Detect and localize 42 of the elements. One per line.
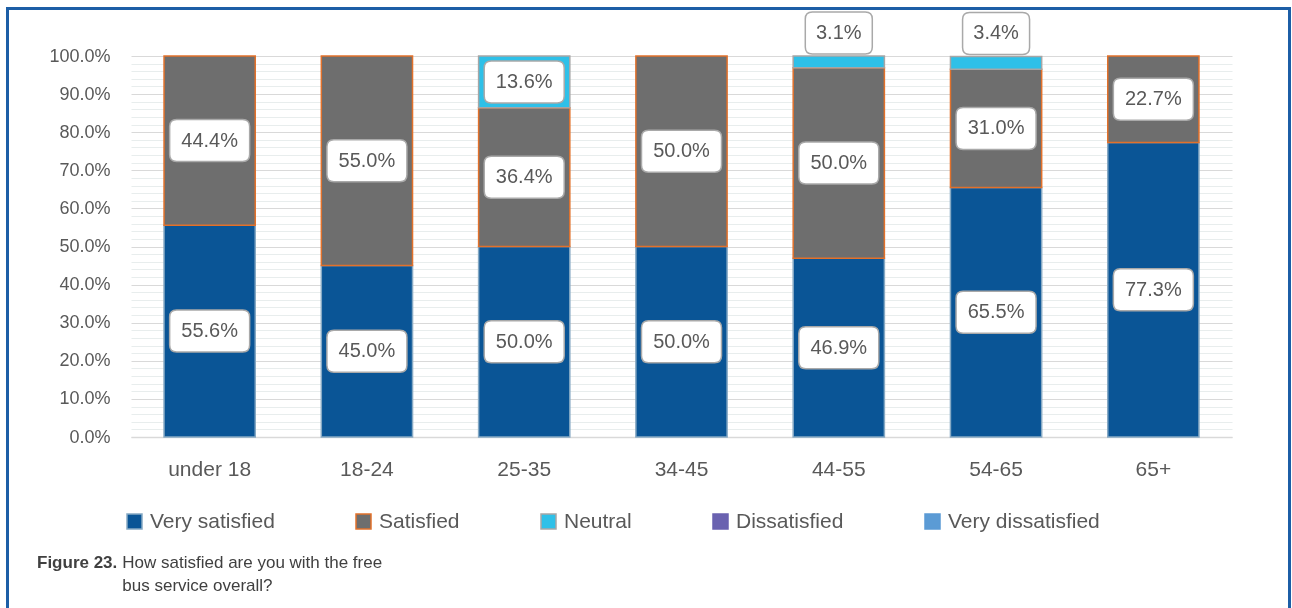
- data-label: 22.7%: [1125, 87, 1182, 110]
- data-label: 31.0%: [967, 116, 1025, 139]
- data-label: 46.9%: [810, 335, 868, 358]
- x-tick-label: 44-55: [811, 456, 866, 480]
- data-label: 50.0%: [653, 139, 711, 162]
- text: How satisfied are you with the free bus service overall?: [122, 552, 384, 597]
- data-label: 55.6%: [181, 319, 239, 342]
- legend-label: Satisfied: [379, 508, 460, 532]
- legend-label: Neutral: [564, 508, 632, 532]
- data-label: 13.6%: [495, 69, 553, 92]
- data-label: 50.0%: [495, 329, 553, 352]
- data-label: 50.0%: [810, 151, 868, 174]
- y-tick-label: 10.0%: [59, 388, 111, 409]
- data-label: 44.4%: [181, 128, 239, 151]
- y-tick-label: 0.0%: [69, 426, 111, 447]
- data-label: 65.5%: [967, 300, 1025, 323]
- data-label: 45.0%: [338, 339, 396, 362]
- caption: Figure 23.: [37, 552, 118, 574]
- y-tick-label: 80.0%: [59, 121, 111, 142]
- y-tick-label: 40.0%: [59, 274, 111, 295]
- y-tick-label: 60.0%: [59, 197, 111, 218]
- legend-label: Very satisfied: [150, 508, 275, 532]
- x-tick-label: under 18: [168, 456, 252, 480]
- x-tick-label: 34-45: [654, 456, 709, 480]
- x-tick-label: 25-35: [497, 456, 552, 480]
- data-label: 36.4%: [495, 165, 553, 188]
- legend-label: Dissatisfied: [736, 508, 844, 532]
- data-label: 50.0%: [653, 329, 711, 352]
- y-tick-label: 20.0%: [59, 350, 111, 371]
- x-tick-label: 54-65: [969, 456, 1023, 480]
- x-tick-label: 65+: [1135, 456, 1172, 480]
- x-tick-label: 18-24: [340, 456, 395, 480]
- legend-label: Very dissatisfied: [948, 508, 1100, 532]
- y-tick-label: 30.0%: [59, 312, 111, 333]
- y-tick-label: 100.0%: [49, 45, 111, 66]
- data-label: 3.1%: [815, 21, 862, 43]
- data-label: 55.0%: [338, 148, 396, 171]
- data-label: 3.4%: [973, 21, 1020, 44]
- y-tick-label: 50.0%: [59, 236, 111, 256]
- y-tick-label: 70.0%: [59, 159, 111, 180]
- y-tick-label: 90.0%: [59, 83, 111, 104]
- data-label: 77.3%: [1125, 277, 1182, 300]
